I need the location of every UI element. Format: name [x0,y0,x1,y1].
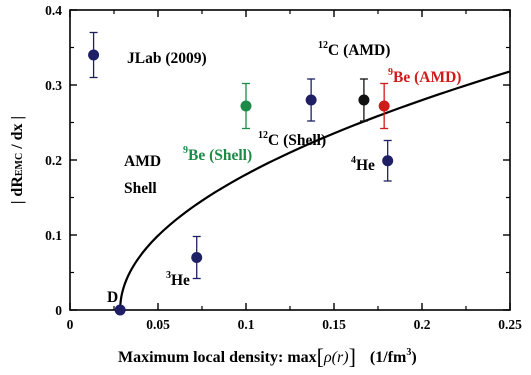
data-point [240,100,252,112]
x-tick-label: 0.05 [146,317,170,332]
data-point [378,100,390,112]
x-tick-label: 0 [67,317,74,332]
x-axis-label: Maximum local density: max[ρ(r)] (1/fm3) [118,344,417,369]
fit-curve [119,70,511,311]
x-tick-label: 0.1 [238,317,255,332]
y-tick-label: 0.2 [45,153,62,168]
label-jlab: JLab (2009) [127,50,207,67]
x-tick-label: 0.2 [414,317,431,332]
x-tick-label: 0.25 [498,317,522,332]
label-be9-shell: 9Be (Shell) [183,145,252,164]
y-tick-label: 0.1 [45,228,62,243]
label-amd: AMD [124,153,161,170]
label-c12-amd: 12C (AMD) [318,40,390,59]
data-point [114,304,126,316]
label-he3: 3He [166,270,190,289]
label-c12-shell: 12C (Shell) [258,130,326,149]
curve-layer [119,70,511,311]
points-layer [88,31,394,316]
data-point [358,94,370,106]
y-tick-label: 0.3 [45,78,62,93]
x-tick-label: 0.15 [322,317,346,332]
axis-ticks: 0 0.05 0.1 0.15 0.2 0.25 0 0.1 0.2 0.3 0.4 [45,3,522,332]
data-point [382,155,394,167]
label-shell: Shell [124,180,157,197]
label-be9-amd: 9Be (AMD) [388,67,461,86]
label-d: D [107,289,118,306]
data-point [305,94,317,106]
data-point [88,49,100,61]
y-axis-label: | dREMC / dx | [9,116,26,204]
y-tick-label: 0 [55,303,62,318]
y-tick-label: 0.4 [45,3,62,18]
label-he4: 4He [351,155,375,174]
data-point [191,252,203,263]
